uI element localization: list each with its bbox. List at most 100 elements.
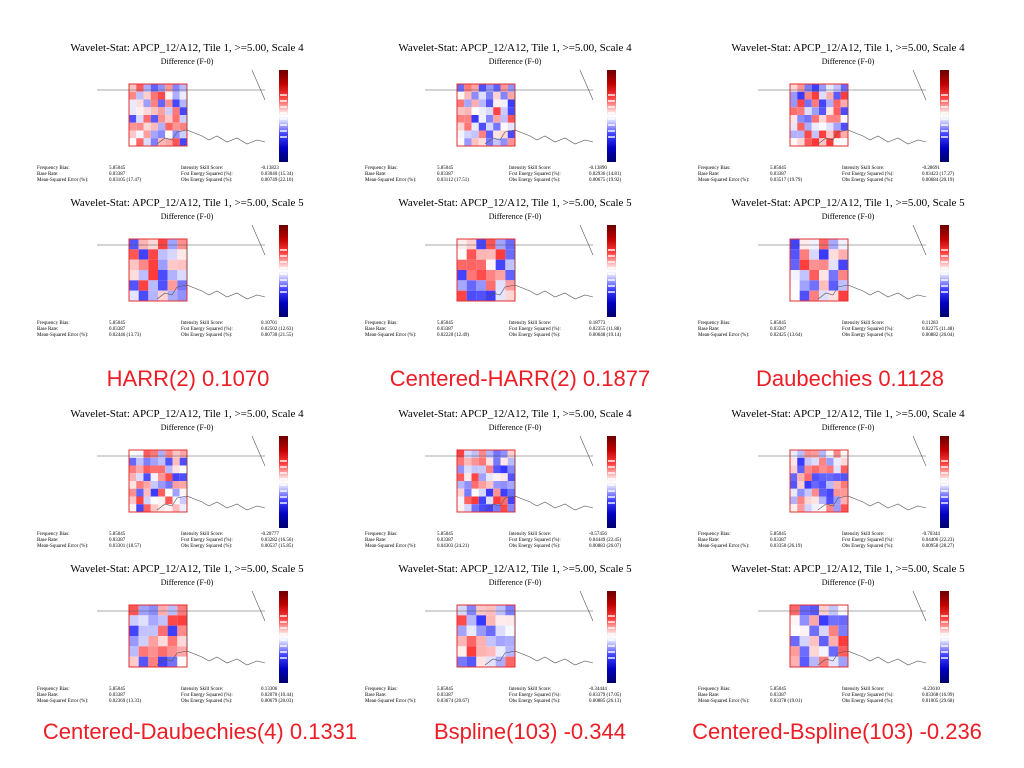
map-cell (158, 496, 166, 505)
colorbar-tick (280, 496, 287, 498)
map-cell (819, 481, 827, 489)
fcst-energy-value: 0.02355 (11.88) (589, 327, 621, 332)
colorbar-tick (608, 285, 615, 287)
map-cell (811, 496, 819, 505)
map-cell (129, 249, 139, 260)
map-cell (138, 625, 149, 636)
map-cell (148, 636, 158, 647)
map-cell (471, 99, 479, 108)
map-cell (833, 122, 841, 131)
colorbar-tick (608, 273, 615, 275)
map-cell (464, 496, 472, 505)
colorbar-tick (941, 621, 948, 623)
map-cell (500, 488, 508, 497)
wavelet-panel: Wavelet-Stat: APCP_12/A12, Tile 1, >=5.0… (698, 197, 998, 352)
map-cell (500, 91, 508, 100)
map-cell (486, 605, 496, 616)
color-scale-bar (607, 225, 616, 317)
obs-energy-value: 0.00885 (26.13) (589, 699, 622, 704)
map-cell (471, 465, 479, 474)
map-cell (840, 115, 848, 123)
map-cell (471, 488, 479, 497)
mse-label: Mean-Squared Error (%): (37, 544, 89, 549)
map-cell (476, 625, 486, 636)
map-cell (495, 249, 506, 260)
map-cell (819, 656, 829, 667)
map-cell (138, 259, 149, 270)
map-cell (167, 656, 178, 667)
map-cell (500, 450, 508, 458)
map-cell (828, 259, 839, 270)
map-cell (493, 473, 501, 481)
map-cell (158, 130, 166, 139)
map-cell (799, 646, 810, 657)
mse-value: 0.03517 (19.79) (770, 178, 803, 183)
map-cell (177, 259, 187, 270)
map-cell (826, 488, 834, 497)
map-cell (486, 280, 496, 291)
map-cell (136, 496, 144, 505)
map-cell (819, 496, 827, 505)
map-cell (797, 107, 805, 115)
color-scale-bar (940, 70, 949, 162)
map-cell (493, 115, 501, 123)
panel-subtitle: Difference (F-0) (488, 578, 542, 587)
map-cell (172, 91, 180, 100)
base-rate-value: 0.03387 (437, 538, 454, 543)
map-cell (819, 249, 829, 260)
map-cell (138, 239, 149, 250)
map-cell (148, 249, 158, 260)
map-cell (457, 130, 465, 139)
map-cell (840, 488, 848, 497)
panel-subtitle: Difference (F-0) (160, 212, 214, 221)
map-cell (129, 481, 137, 489)
base-rate-label: Base Rate: (365, 327, 387, 332)
map-cell (167, 615, 178, 626)
map-cell (165, 138, 173, 146)
freq-bias-label: Frequency Bias: (37, 687, 70, 692)
map-cell (167, 249, 178, 260)
colorbar-tick (608, 502, 615, 504)
colorbar-tick (608, 249, 615, 251)
obs-energy-value: 0.00730 (21.55) (261, 333, 294, 338)
panel-subtitle: Difference (F-0) (488, 423, 542, 432)
map-cell (476, 646, 486, 657)
map-cell (457, 84, 465, 92)
map-cell (464, 473, 472, 481)
map-cell (811, 488, 819, 497)
map-cell (790, 115, 798, 123)
obs-energy-label: Obs Energy Squared (%): (842, 333, 894, 338)
map-cell (158, 488, 166, 497)
map-cell (495, 625, 506, 636)
map-cell (172, 115, 180, 123)
map-cell (148, 239, 158, 250)
map-cell (797, 488, 805, 497)
colorbar-tick (280, 249, 287, 251)
freq-bias-value: 5.85045 (437, 687, 454, 692)
map-cell (804, 122, 812, 131)
map-cell (129, 473, 137, 481)
map-cell (165, 481, 173, 489)
map-cell (129, 280, 139, 291)
freq-bias-label: Frequency Bias: (37, 321, 70, 326)
mse-label: Mean-Squared Error (%): (37, 333, 89, 338)
map-cell (819, 107, 827, 115)
map-cell (833, 450, 841, 458)
colorbar-tick (280, 657, 287, 659)
panel-subtitle: Difference (F-0) (821, 212, 875, 221)
obs-energy-label: Obs Energy Squared (%): (181, 544, 233, 549)
stats-table: Frequency Bias: Base Rate: Mean-Squared … (698, 166, 998, 196)
map-cell (790, 636, 800, 647)
map-cell (466, 259, 477, 270)
panel-subtitle: Difference (F-0) (821, 57, 875, 66)
mse-value: 0.02369 (13.33) (109, 699, 142, 704)
map-cell (136, 91, 144, 100)
colorbar-tick (280, 484, 287, 486)
fcst-energy-label: Fcst Energy Squared (%): (181, 327, 233, 332)
state-border-lines (425, 436, 594, 511)
map-cell (150, 91, 158, 100)
map-cell (797, 450, 805, 458)
map-cell (466, 290, 477, 301)
obs-energy-label: Obs Energy Squared (%): (842, 178, 894, 183)
caption-harr: HARR(2) 0.1070 (106, 366, 270, 391)
